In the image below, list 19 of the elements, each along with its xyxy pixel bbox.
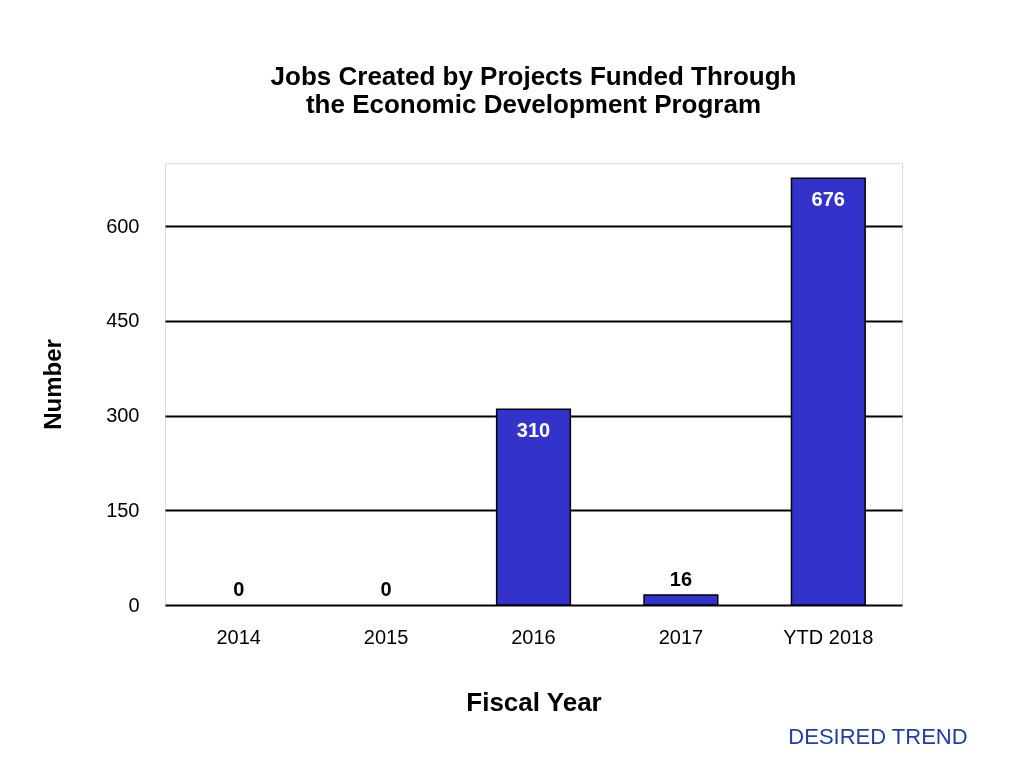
data-label: 310 (516, 419, 551, 442)
x-axis-title: Fiscal Year (466, 686, 602, 717)
y-tick-label: 300 (106, 404, 140, 427)
data-label: 0 (380, 578, 392, 600)
y-tick-label: 0 (128, 593, 140, 616)
x-tick-label: YTD 2018 (783, 625, 874, 648)
x-tick-label: 2015 (363, 625, 409, 648)
data-label: 676 (811, 188, 845, 211)
y-axis-title: Number (39, 339, 67, 430)
chart-title: Jobs Created by Projects Funded Through the Economic Development Program (270, 61, 797, 119)
x-tick-label: 2014 (216, 625, 261, 648)
x-tick-label: 2017 (658, 625, 704, 648)
x-tick-label: 2016 (511, 625, 556, 648)
y-tick-label: 450 (106, 309, 140, 332)
data-label: 16 (669, 567, 693, 590)
y-tick-label: 600 (106, 214, 140, 237)
data-label: 0 (233, 578, 245, 600)
y-tick-label: 150 (106, 498, 140, 521)
text: DESIRED TREND (788, 724, 968, 749)
